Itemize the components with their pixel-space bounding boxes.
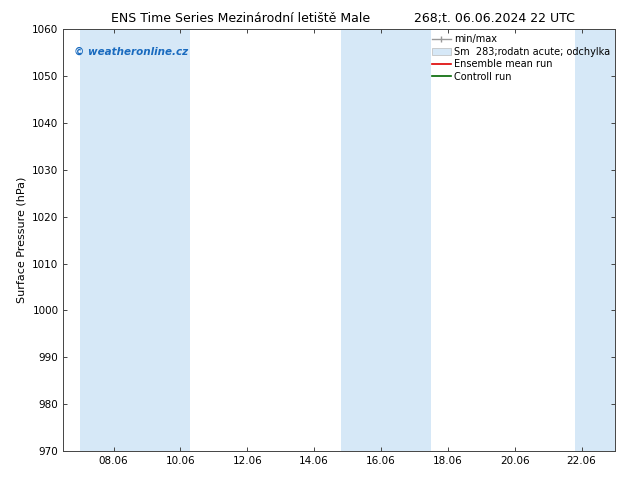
- Bar: [130, 29, 190, 451]
- Bar: [387, 29, 431, 451]
- Text: ENS Time Series Mezinárodní letiště Male: ENS Time Series Mezinárodní letiště Male: [112, 12, 370, 25]
- Bar: [341, 29, 387, 451]
- Bar: [575, 29, 615, 451]
- Legend: min/max, Sm  283;rodatn acute; odchylka, Ensemble mean run, Controll run: min/max, Sm 283;rodatn acute; odchylka, …: [429, 31, 613, 84]
- Text: 268;t. 06.06.2024 22 UTC: 268;t. 06.06.2024 22 UTC: [414, 12, 575, 25]
- Text: © weatheronline.cz: © weatheronline.cz: [74, 46, 188, 56]
- Y-axis label: Surface Pressure (hPa): Surface Pressure (hPa): [16, 177, 27, 303]
- Bar: [80, 29, 130, 451]
